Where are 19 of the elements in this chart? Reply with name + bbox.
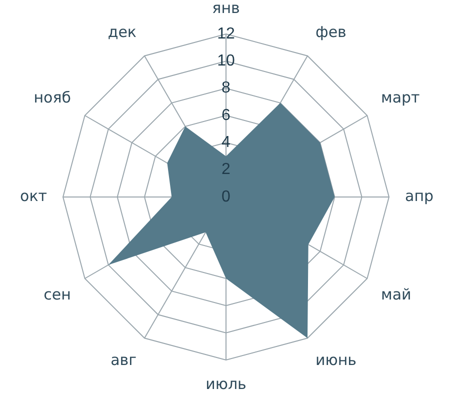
spoke-label: июнь [316, 350, 357, 369]
spoke-label: сен [44, 285, 71, 304]
spoke-label: март [381, 88, 420, 106]
y-tick-label: 2 [222, 161, 231, 178]
spoke-label: фев [316, 22, 346, 41]
y-tick-label: 10 [217, 52, 235, 70]
spoke-label: апр [405, 186, 434, 205]
spoke-label: авг [110, 350, 137, 369]
spoke-label: нояб [34, 88, 71, 106]
spoke-label: май [381, 285, 412, 304]
y-tick-label: 0 [222, 188, 231, 206]
spoke-label: июль [206, 374, 246, 393]
y-tick-label: 6 [222, 106, 231, 124]
y-tick-label: 8 [222, 80, 231, 97]
spoke-label: дек [108, 22, 136, 41]
spoke-label: янв [212, 0, 240, 17]
spoke-label: окт [20, 186, 48, 205]
y-tick-label: 12 [217, 25, 235, 42]
y-tick-label: 4 [222, 134, 231, 152]
